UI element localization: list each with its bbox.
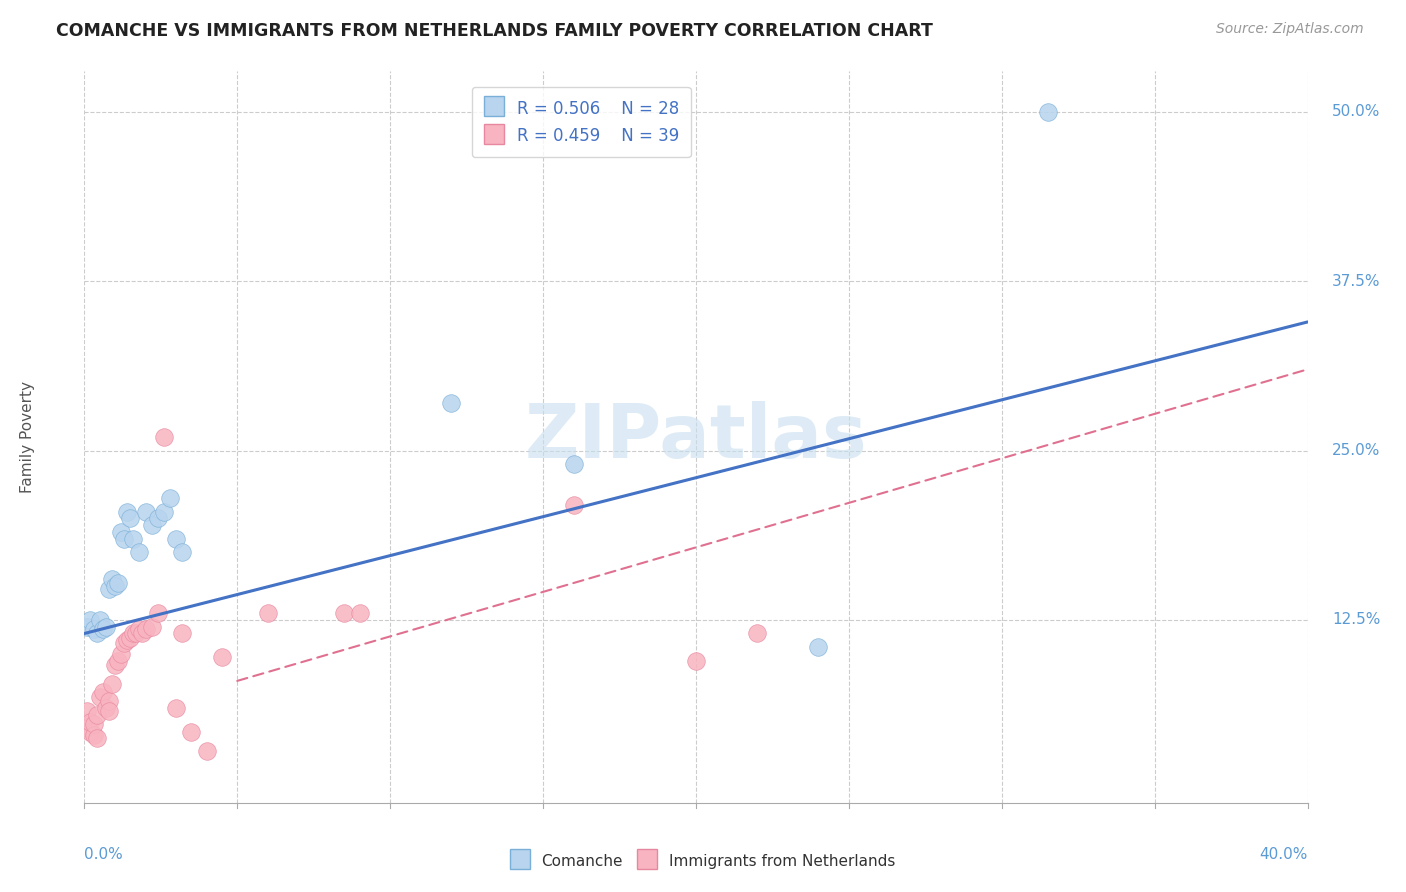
Point: [685, 654, 707, 668]
Text: 40.0%: 40.0%: [1260, 847, 1308, 862]
Text: ZIPatlas: ZIPatlas: [524, 401, 868, 474]
Text: 37.5%: 37.5%: [1331, 274, 1381, 289]
Text: 12.5%: 12.5%: [1331, 613, 1381, 627]
Point: [562, 498, 585, 512]
Point: [146, 511, 169, 525]
Point: [180, 725, 202, 739]
Point: [104, 657, 127, 672]
Point: [122, 532, 145, 546]
Point: [76, 721, 98, 735]
Point: [115, 633, 138, 648]
Point: [97, 704, 120, 718]
Point: [146, 606, 169, 620]
Point: [562, 457, 585, 471]
Point: [107, 654, 129, 668]
Point: [153, 505, 176, 519]
Point: [120, 631, 142, 645]
Text: Family Poverty: Family Poverty: [21, 381, 35, 493]
Point: [86, 707, 108, 722]
Point: [83, 728, 105, 742]
Point: [89, 613, 111, 627]
Point: [79, 714, 101, 729]
Point: [76, 620, 98, 634]
Point: [1036, 105, 1059, 120]
Point: [257, 606, 280, 620]
Point: [128, 623, 150, 637]
Point: [128, 545, 150, 559]
Point: [172, 626, 194, 640]
Point: [131, 626, 153, 640]
Point: [165, 701, 187, 715]
Point: [747, 626, 769, 640]
Point: [94, 620, 117, 634]
Point: [97, 694, 120, 708]
Point: [97, 582, 120, 596]
Text: 25.0%: 25.0%: [1331, 443, 1381, 458]
Point: [122, 626, 145, 640]
Point: [79, 725, 101, 739]
Point: [101, 572, 124, 586]
Legend: R = 0.506    N = 28, R = 0.459    N = 39: R = 0.506 N = 28, R = 0.459 N = 39: [472, 87, 690, 157]
Point: [120, 511, 142, 525]
Point: [104, 579, 127, 593]
Point: [153, 430, 176, 444]
Point: [135, 623, 157, 637]
Point: [110, 647, 132, 661]
Point: [101, 676, 124, 690]
Point: [79, 613, 101, 627]
Point: [211, 649, 233, 664]
Text: 50.0%: 50.0%: [1331, 104, 1381, 120]
Point: [159, 491, 181, 505]
Point: [110, 524, 132, 539]
Point: [91, 623, 114, 637]
Point: [195, 744, 218, 758]
Text: COMANCHE VS IMMIGRANTS FROM NETHERLANDS FAMILY POVERTY CORRELATION CHART: COMANCHE VS IMMIGRANTS FROM NETHERLANDS …: [56, 22, 934, 40]
Point: [349, 606, 371, 620]
Point: [141, 518, 163, 533]
Point: [807, 640, 830, 654]
Point: [83, 717, 105, 731]
Point: [107, 576, 129, 591]
Point: [86, 626, 108, 640]
Point: [94, 701, 117, 715]
Point: [83, 623, 105, 637]
Point: [115, 505, 138, 519]
Point: [91, 684, 114, 698]
Point: [172, 545, 194, 559]
Point: [125, 626, 148, 640]
Point: [86, 731, 108, 745]
Point: [112, 532, 135, 546]
Text: Source: ZipAtlas.com: Source: ZipAtlas.com: [1216, 22, 1364, 37]
Legend: Comanche, Immigrants from Netherlands: Comanche, Immigrants from Netherlands: [503, 845, 903, 877]
Point: [333, 606, 356, 620]
Point: [165, 532, 187, 546]
Point: [135, 505, 157, 519]
Point: [112, 636, 135, 650]
Point: [89, 690, 111, 705]
Text: 0.0%: 0.0%: [84, 847, 124, 862]
Point: [440, 396, 463, 410]
Point: [141, 620, 163, 634]
Point: [76, 704, 98, 718]
